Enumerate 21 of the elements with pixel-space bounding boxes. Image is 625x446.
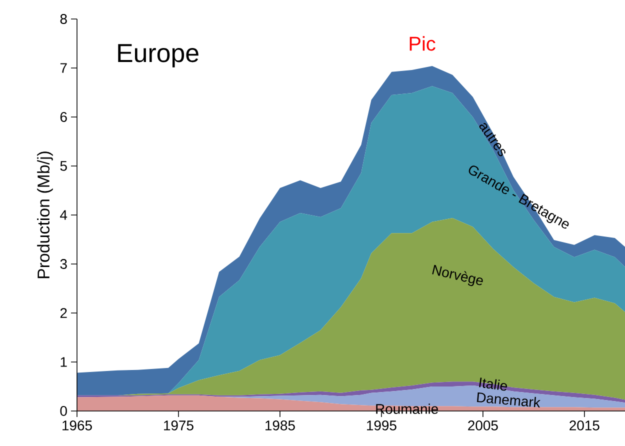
- y-tick-label: 0: [60, 406, 67, 416]
- y-tick-label: 2: [60, 308, 67, 318]
- annotation: Pic: [410, 36, 436, 51]
- series-label: Norvège: [432, 264, 483, 286]
- text: Europe: [118, 44, 198, 68]
- x-tick-label: 2015: [570, 420, 600, 430]
- y-tick-label: 1: [60, 357, 67, 367]
- y-tick-label: 4: [60, 210, 68, 220]
- y-tick-label: 6: [60, 112, 67, 122]
- series-label: Danemark: [476, 392, 540, 408]
- y-tick-label: 3: [60, 259, 67, 269]
- y-tick-label: 7: [60, 63, 67, 73]
- y-axis-title: Production (Mb/j): [37, 152, 53, 278]
- x-tick-label: 1975: [164, 420, 194, 430]
- y-tick-label: 5: [60, 161, 67, 171]
- series-label: Italie: [479, 378, 507, 391]
- x-tick-label: 1995: [366, 420, 396, 430]
- y-tick-label: 8: [60, 14, 67, 24]
- x-tick-label: 2005: [468, 420, 498, 430]
- x-tick-label: 1985: [266, 420, 295, 430]
- x-tick-label: 1965: [62, 420, 92, 430]
